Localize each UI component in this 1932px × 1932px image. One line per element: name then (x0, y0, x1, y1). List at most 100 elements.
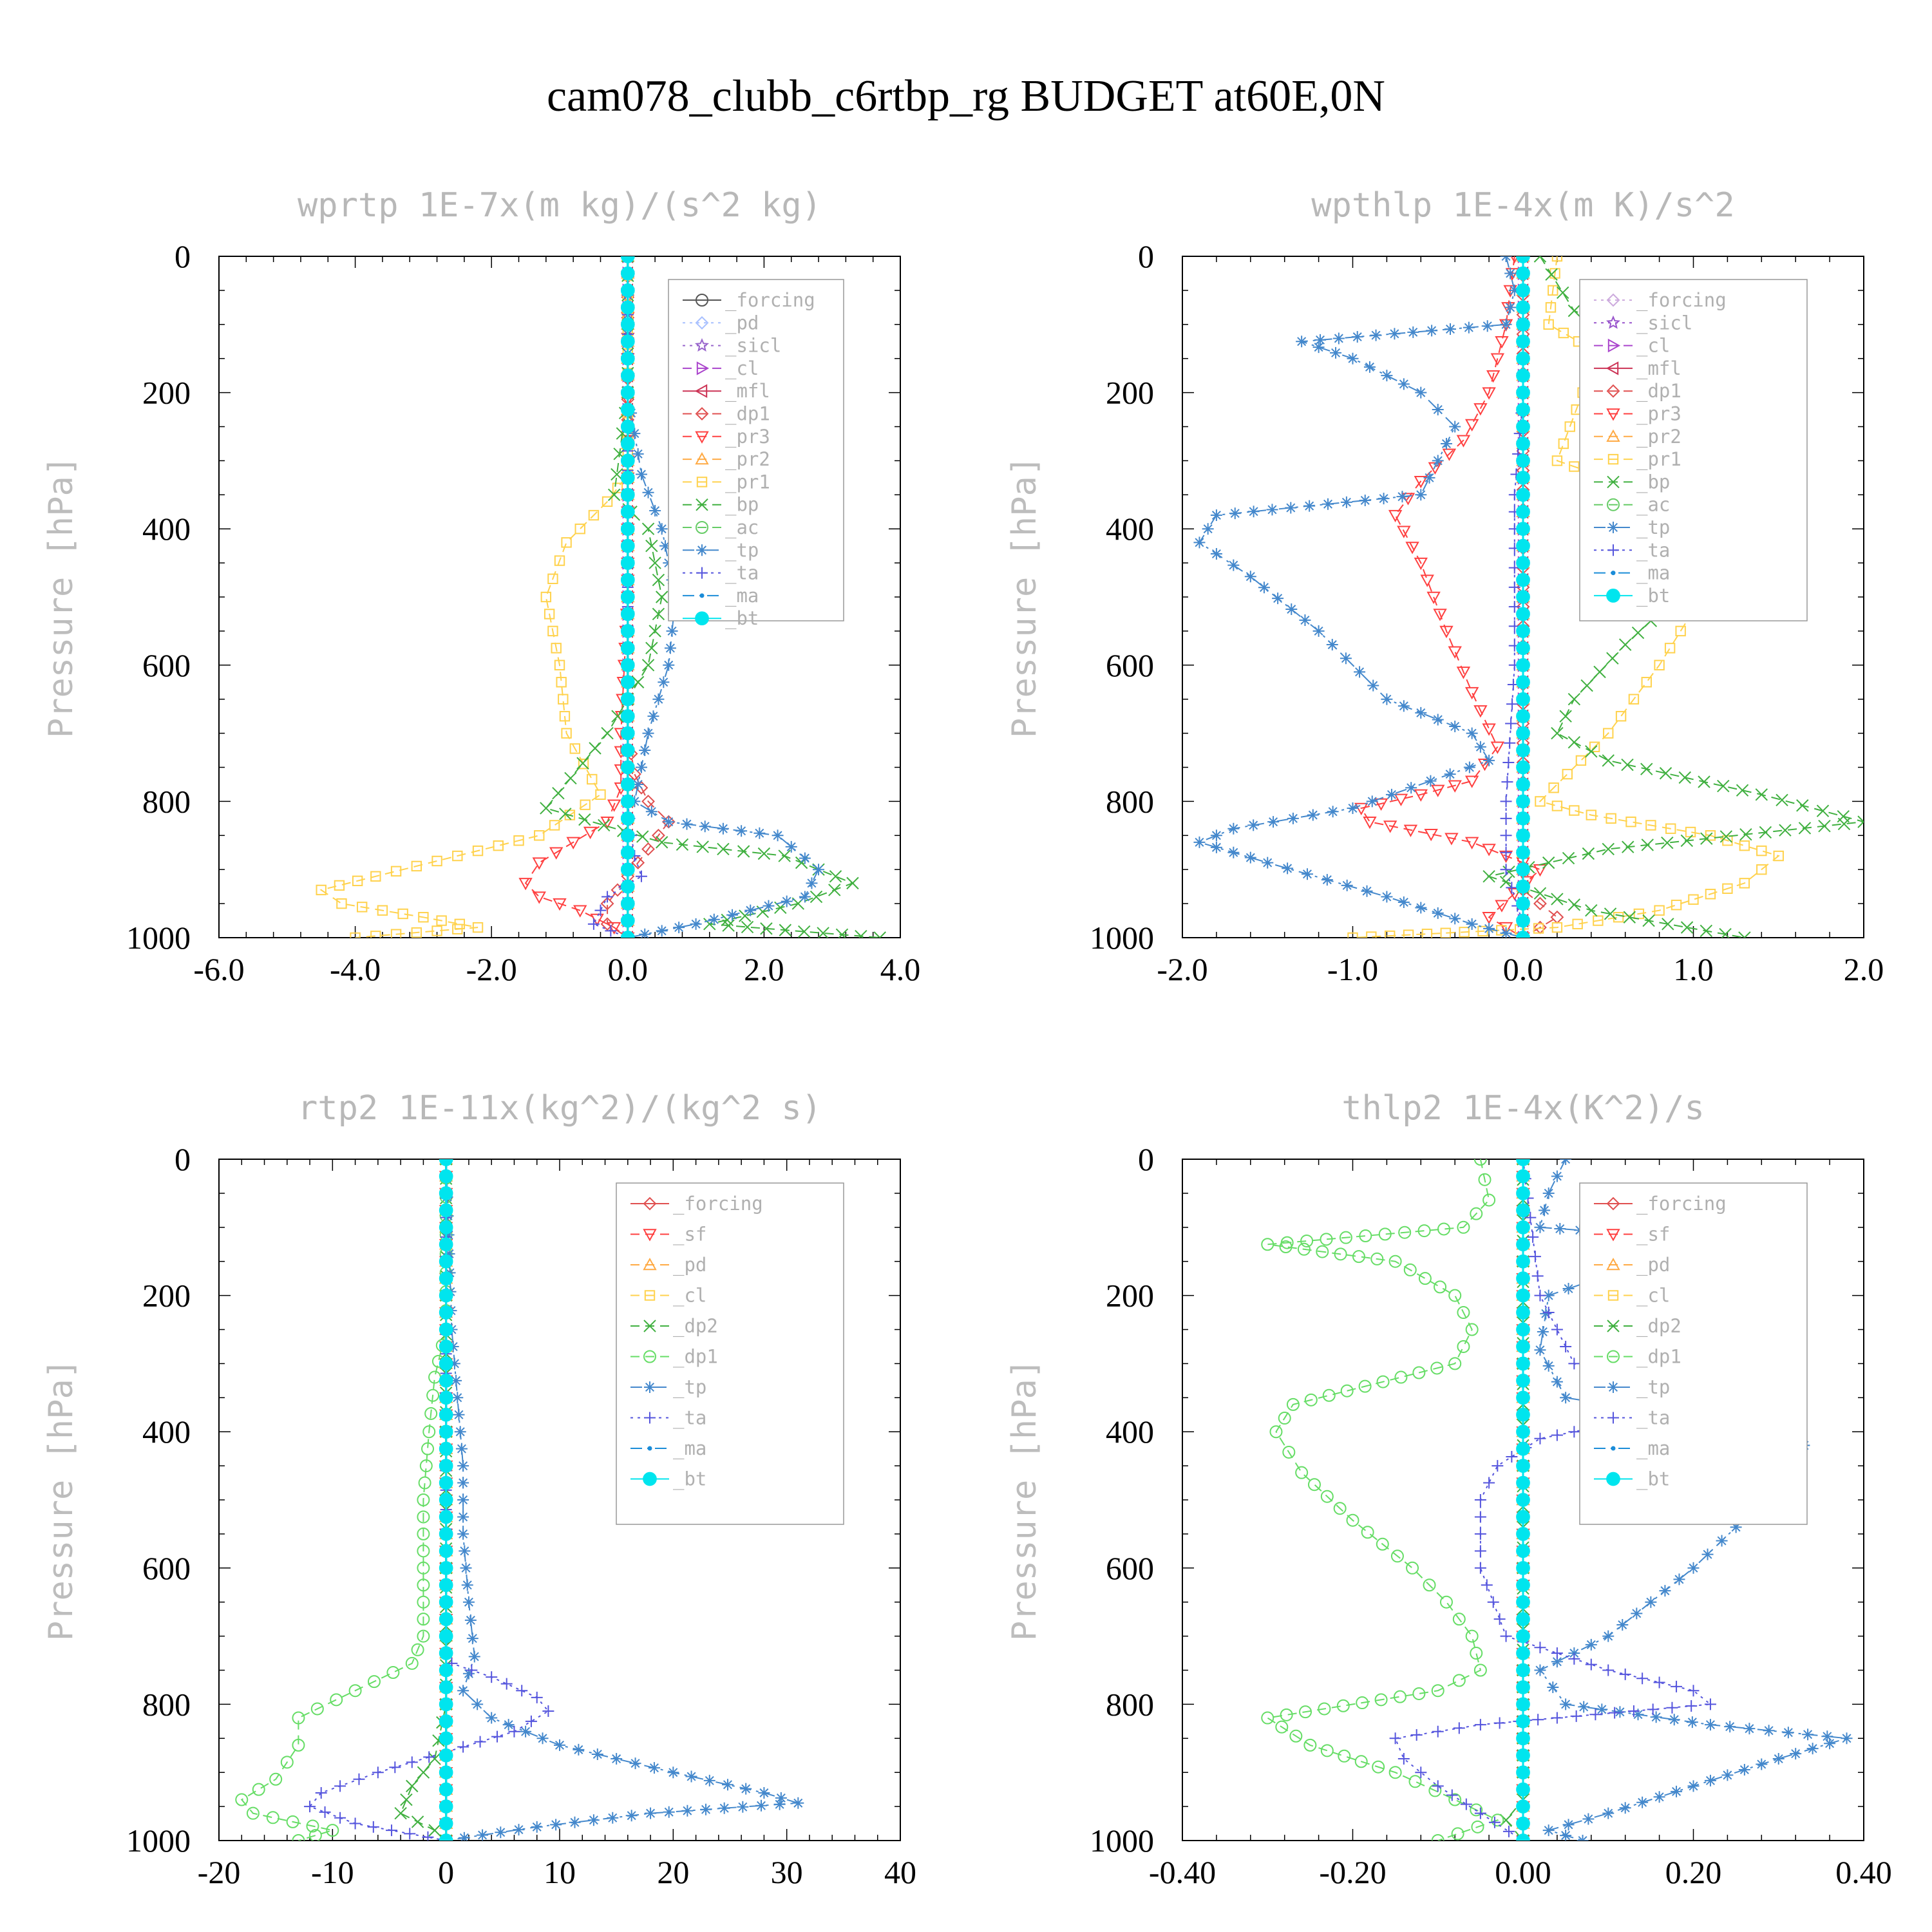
data-point_dp1 (1434, 1280, 1447, 1294)
legend-marker_sf (1606, 1229, 1620, 1242)
data-point_pr1 (587, 773, 598, 785)
legend-marker_forcing (1606, 293, 1620, 307)
data-point_bt (1516, 1169, 1530, 1184)
data-point_tp (656, 523, 668, 535)
data-point_bt (439, 1816, 453, 1831)
data-point_bt (620, 351, 635, 366)
legend: _forcing _sf _pd _cl _dp2 _dp1 _tp _ta _ma _bt (616, 1182, 844, 1525)
data-point_tp (1554, 1223, 1566, 1235)
data-point_pr1 (1675, 625, 1686, 637)
data-point_tp (1686, 1716, 1698, 1728)
data-point_bt (1516, 794, 1530, 809)
data-point_pr1 (418, 912, 429, 923)
data-point_dp1 (1470, 1647, 1483, 1660)
data-point_tp (502, 1719, 515, 1731)
data-point_ta (334, 1812, 346, 1824)
data-point_bp (1759, 826, 1772, 839)
data-point_tp (1687, 1780, 1700, 1792)
data-point_ta (1500, 846, 1512, 858)
data-point_tp (1602, 1630, 1615, 1642)
data-point_dp1 (1338, 1749, 1351, 1763)
data-point_tp (1578, 1701, 1590, 1713)
data-point_dp1 (1370, 1252, 1384, 1265)
data-point_bt (1516, 1305, 1530, 1320)
data-point_tp (753, 827, 766, 839)
data-point_tp (659, 540, 671, 552)
panel-title: rtp2 1E-11x(kg^2)/(kg^2 s) (298, 1089, 822, 1128)
data-point_dp1 (252, 1783, 265, 1796)
data-point_pr1 (1664, 643, 1676, 654)
data-point_tp (1614, 1706, 1626, 1718)
data-point_tp (451, 1392, 464, 1404)
data-point_pr3 (1490, 353, 1505, 366)
legend-marker_pr3 (695, 431, 709, 444)
data-point_dp1 (1452, 1674, 1466, 1687)
data-point_dp1 (1473, 1663, 1487, 1677)
data-point_pr3 (1464, 419, 1479, 432)
data-point_bt (620, 488, 635, 502)
data-point_bt (1516, 1527, 1530, 1541)
data-point_ta (1415, 1766, 1427, 1779)
data-point_dp1 (417, 1510, 430, 1524)
data-point_bt (1516, 504, 1530, 519)
data-point_bp (641, 659, 655, 672)
data-point_ta (1446, 1789, 1458, 1801)
data-point_dp1 (1320, 1490, 1334, 1503)
data-point_ta (601, 891, 614, 903)
data-point_tp (1354, 666, 1366, 678)
data-point_bt (620, 777, 635, 791)
y-tick-label: 800 (1106, 1686, 1154, 1722)
data-point_bp (1567, 898, 1581, 911)
legend-label_ma: _ma (1636, 562, 1670, 585)
data-point_tp (607, 1812, 619, 1824)
data-point_dp1 (1470, 1207, 1483, 1220)
data-point_tp (1210, 509, 1222, 522)
data-point_bp (1678, 771, 1691, 784)
x-tick-label: 0.0 (608, 951, 649, 987)
data-point_bt (620, 504, 635, 519)
data-point_bt (620, 590, 635, 604)
data-point_pr3 (1473, 403, 1488, 416)
data-point_bp (1542, 856, 1555, 869)
data-point_tp (1724, 1721, 1736, 1733)
data-point_dp1 (1478, 1173, 1492, 1186)
data-point_ta (1474, 1494, 1486, 1506)
data-point_tp (806, 877, 818, 889)
data-point_ta (1568, 1653, 1580, 1665)
data-point_tp (1366, 795, 1378, 808)
data-point_bp (1623, 911, 1636, 923)
data-point_pr1 (493, 840, 504, 851)
data-point_tp (1721, 1769, 1734, 1781)
data-point_bp (1604, 907, 1617, 920)
data-point_tp (458, 1832, 470, 1841)
data-point_pr1 (1654, 905, 1665, 916)
data-point_tp (450, 1374, 462, 1387)
data-point_dp1 (269, 1772, 283, 1786)
data-point_pr1 (1545, 302, 1557, 313)
legend-marker_bt (1606, 1472, 1620, 1486)
data-point_bt (1516, 1254, 1530, 1269)
data-point_tp (755, 1799, 767, 1812)
x-tick-label: -2.0 (1157, 951, 1208, 987)
data-point_tp (457, 1528, 469, 1540)
x-tick-label: 0 (438, 1854, 454, 1890)
data-point_tp (1370, 329, 1382, 341)
data-point_tp (1653, 1791, 1665, 1803)
data-point_ta (516, 1685, 528, 1697)
data-point_tp (664, 642, 676, 654)
figure-title: cam078_clubb_c6rtbp_rg BUDGET at60E,0N (547, 71, 1385, 121)
legend-label_tp: _tp (725, 539, 759, 562)
data-point_tp (477, 1829, 489, 1841)
data-point_bp (1551, 893, 1564, 905)
legend-label_pd: _pd (1636, 1254, 1670, 1276)
data-point_bp (1593, 665, 1606, 679)
data-point_bt (439, 1544, 453, 1558)
data-point_bt (620, 641, 635, 656)
data-point_tp (1247, 506, 1260, 518)
data-point_dp1 (1448, 1357, 1462, 1370)
data-point_pr3 (1495, 900, 1509, 913)
data-point_pr3 (1448, 780, 1462, 793)
data-point_bt (439, 1612, 453, 1626)
data-point_bt (439, 1680, 453, 1694)
data-point_ta (486, 1671, 498, 1683)
